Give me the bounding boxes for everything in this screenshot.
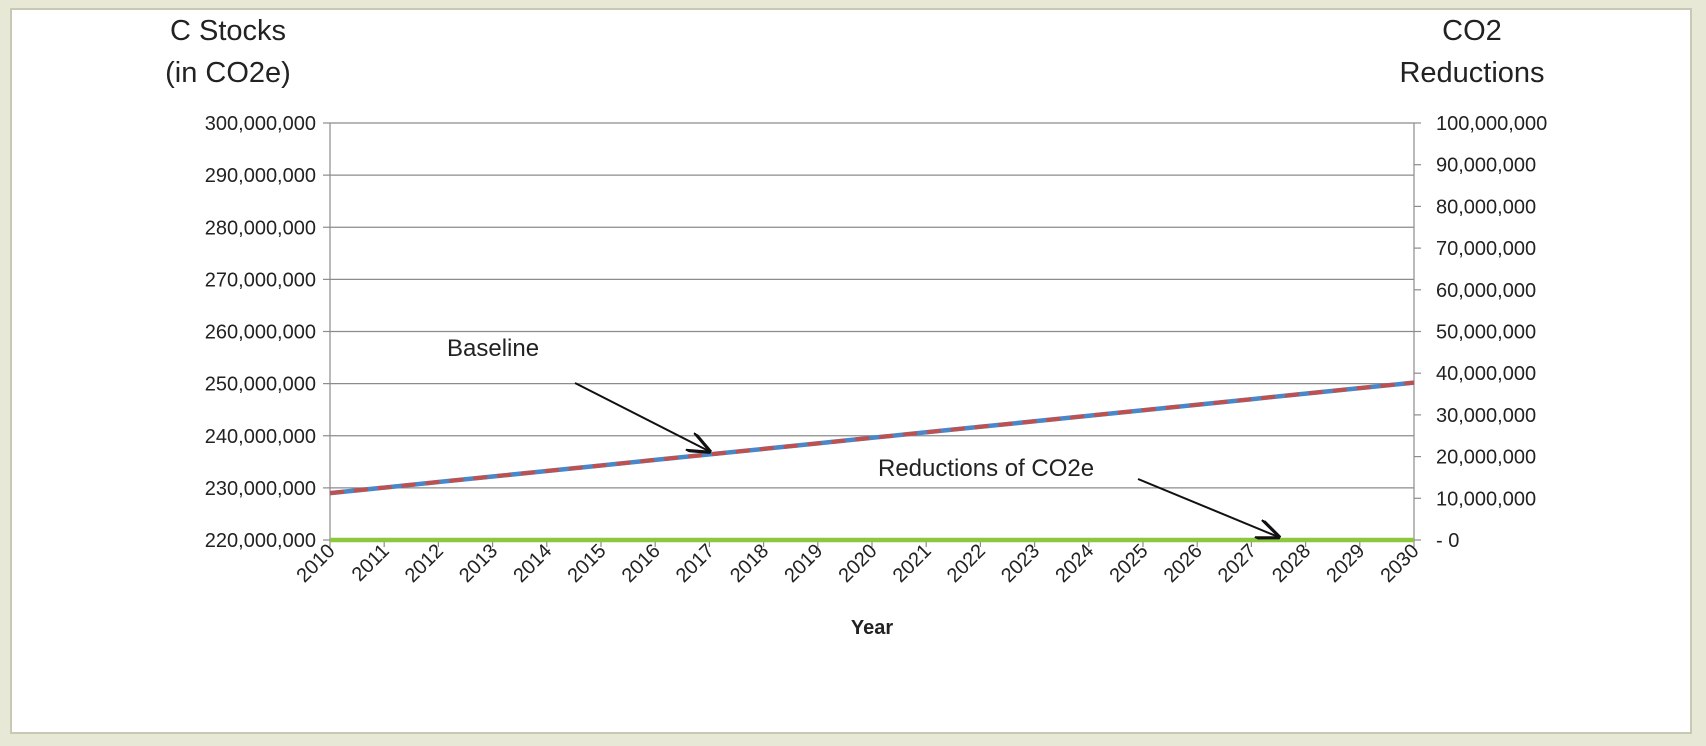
series-line-1: [329, 380, 1415, 496]
data-point-1: [1412, 381, 1416, 385]
y-right-tick-label: 10,000,000: [1436, 488, 1536, 510]
data-point-2: [870, 538, 874, 542]
x-axis-title: Year: [851, 617, 893, 639]
y-left-tick-label: 260,000,000: [205, 322, 316, 344]
data-point-2: [436, 538, 440, 542]
x-tick-label: 2011: [348, 540, 394, 586]
y-right-tick-label: 90,000,000: [1436, 155, 1536, 177]
data-point-2: [1304, 538, 1308, 542]
data-point-1: [599, 463, 603, 467]
x-tick-label: 2020: [835, 540, 882, 587]
chart: 300,000,000 290,000,000 280,000,000 270,000…: [165, 15, 1547, 639]
data-point-2: [328, 538, 332, 542]
y-left-tick-label: 290,000,000: [205, 165, 316, 187]
data-point-2: [653, 538, 657, 542]
data-point-2: [491, 538, 495, 542]
x-tick-label: 2016: [618, 540, 665, 587]
data-point-1: [978, 425, 982, 429]
data-point-2: [1195, 538, 1199, 542]
data-point-2: [545, 538, 549, 542]
x-tick-label: 2018: [726, 540, 773, 587]
y-left-tick-label: 220,000,000: [205, 530, 316, 552]
annotation-label: Reductions of CO2e: [878, 455, 1094, 482]
x-tick-label: 2017: [672, 540, 719, 587]
data-point-2: [1249, 538, 1253, 542]
chart-frame: 300,000,000 290,000,000 280,000,000 270,000…: [10, 8, 1692, 734]
y-left-tick-label: 230,000,000: [205, 478, 316, 500]
data-point-1: [870, 436, 874, 440]
y-left-tick-label: 240,000,000: [205, 426, 316, 448]
data-point-1: [328, 491, 332, 495]
data-point-1: [707, 452, 711, 456]
x-tick-label: 2015: [564, 540, 611, 587]
data-point-1: [762, 447, 766, 451]
data-point-2: [1087, 538, 1091, 542]
annotation-label: Baseline: [447, 335, 539, 362]
data-point-2: [924, 538, 928, 542]
data-point-1: [1087, 414, 1091, 418]
x-tick-label: 2022: [943, 540, 990, 587]
data-point-1: [1249, 397, 1253, 401]
annotation-arrow: [1137, 478, 1279, 537]
data-point-1: [1195, 403, 1199, 407]
data-point-2: [1358, 538, 1362, 542]
x-tick-label: 2028: [1268, 540, 1315, 587]
data-point-2: [1033, 538, 1037, 542]
y-right-axis-title: Reductions: [1399, 57, 1544, 89]
data-point-1: [816, 441, 820, 445]
y-right-tick-label: 80,000,000: [1436, 196, 1536, 218]
data-point-1: [1304, 392, 1308, 396]
y-right-tick-label: 70,000,000: [1436, 238, 1536, 260]
y-right-tick-label: 50,000,000: [1436, 322, 1536, 344]
data-point-1: [1141, 408, 1145, 412]
data-point-1: [924, 430, 928, 434]
data-point-1: [545, 469, 549, 473]
data-point-2: [599, 538, 603, 542]
data-point-1: [436, 480, 440, 484]
x-tick-label: 2019: [780, 540, 827, 587]
y-left-tick-label: 300,000,000: [205, 113, 316, 135]
data-point-1: [491, 475, 495, 479]
x-tick-label: 2027: [1214, 540, 1261, 587]
data-point-2: [762, 538, 766, 542]
y-right-tick-label: 60,000,000: [1436, 280, 1536, 302]
data-point-2: [978, 538, 982, 542]
data-point-1: [653, 458, 657, 462]
x-tick-label: 2014: [509, 540, 556, 587]
data-point-2: [1141, 538, 1145, 542]
y-left-tick-label: 280,000,000: [205, 217, 316, 239]
data-point-2: [382, 538, 386, 542]
y-right-axis-title: CO2: [1442, 15, 1502, 47]
x-tick-label: 2029: [1322, 540, 1369, 587]
data-point-1: [382, 486, 386, 490]
x-tick-label: 2021: [889, 540, 936, 587]
x-tick-label: 2030: [1377, 540, 1424, 587]
y-right-tick-label: 40,000,000: [1436, 363, 1536, 385]
x-tick-label: 2025: [1106, 540, 1153, 587]
y-right-tick-label: 20,000,000: [1436, 447, 1536, 469]
y-right-tick-label: 100,000,000: [1436, 113, 1547, 135]
data-point-2: [707, 538, 711, 542]
x-tick-label: 2023: [997, 540, 1044, 587]
data-point-2: [1412, 538, 1416, 542]
y-right-tick-label: - 0: [1436, 530, 1459, 552]
x-tick-label: 2012: [401, 540, 448, 587]
data-point-1: [1358, 386, 1362, 390]
y-left-tick-label: 270,000,000: [205, 269, 316, 291]
y-left-axis-title: C Stocks: [170, 15, 286, 47]
data-point-2: [816, 538, 820, 542]
y-left-axis-title: (in CO2e): [165, 57, 291, 89]
y-left-tick-label: 250,000,000: [205, 374, 316, 396]
annotation-arrow: [574, 382, 709, 451]
x-tick-label: 2024: [1051, 540, 1098, 587]
x-tick-label: 2013: [455, 540, 502, 587]
y-right-tick-label: 30,000,000: [1436, 405, 1536, 427]
data-point-1: [1033, 419, 1037, 423]
x-tick-label: 2026: [1160, 540, 1207, 587]
